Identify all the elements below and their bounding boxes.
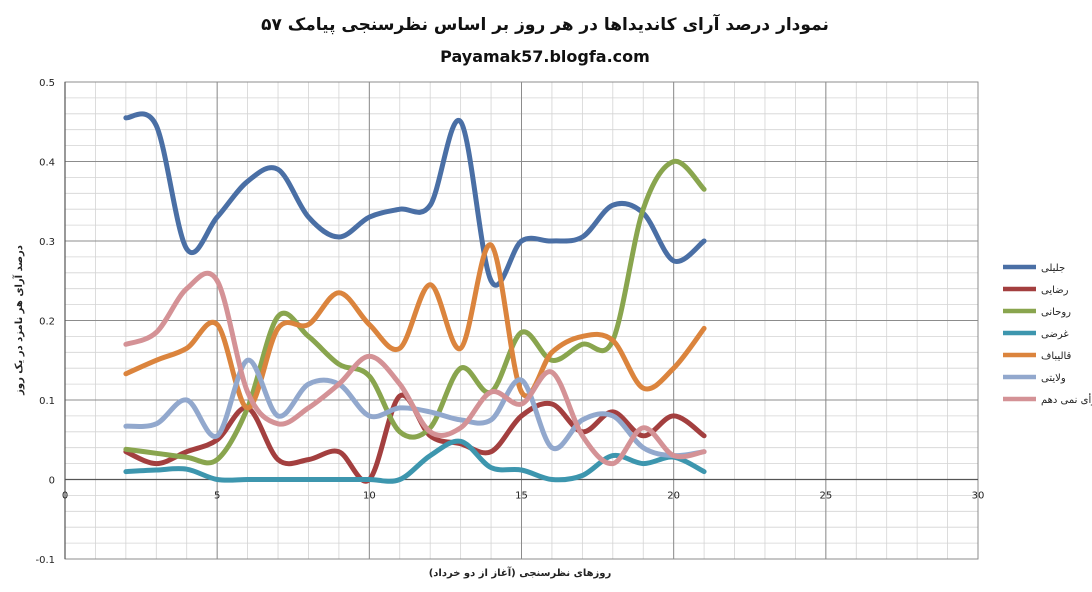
x-axis-title: روزهای نظرسنجی (آغاز از دو خرداد)	[429, 566, 612, 579]
x-tick-label: 0	[62, 491, 68, 502]
legend-label: ولایتی	[1041, 373, 1066, 384]
legend-label: جلیلی	[1041, 263, 1065, 274]
chart-subtitle: Payamak57.blogfa.com	[440, 47, 650, 66]
legend-label: روحانی	[1041, 307, 1071, 318]
y-tick-label: 0.5	[39, 78, 55, 89]
x-tick-label: 25	[819, 491, 832, 502]
legend-label: غرضی	[1041, 329, 1069, 340]
series-line-5	[123, 242, 707, 411]
x-tick-label: 20	[667, 491, 680, 502]
series-line-1	[123, 111, 707, 288]
y-tick-label: 0.1	[39, 396, 55, 407]
series-line-6	[123, 357, 707, 459]
x-tick-label: 5	[214, 491, 220, 502]
tick-labels: 0 5 10 15 20 25 30 -0.1 0 0.1 0.2 0.3 0.4 0.5	[35, 78, 984, 566]
legend-label: رضایی	[1041, 285, 1069, 296]
y-tick-label: 0	[49, 476, 55, 487]
y-tick-label: 0.3	[39, 237, 55, 248]
legend-label: رأی نمی دهم	[1041, 393, 1092, 406]
x-tick-label: 15	[515, 491, 528, 502]
x-tick-label: 10	[363, 491, 376, 502]
y-tick-label: -0.1	[35, 555, 55, 566]
x-tick-label: 30	[972, 491, 985, 502]
series-line-4	[123, 438, 707, 484]
y-axis-title: درصد آرای هر نامزد در یک روز	[12, 245, 25, 396]
legend: جلیلی رضایی روحانی غرضی قالیباف ولایتی رأی نمی…	[1003, 263, 1092, 406]
series-line-7	[123, 270, 707, 467]
series-lines	[123, 111, 707, 484]
y-tick-label: 0.2	[39, 317, 55, 328]
grid	[64, 81, 979, 560]
chart-title: نمودار درصد آرای کاندیداها در هر روز بر …	[261, 13, 829, 35]
legend-label: قالیباف	[1041, 351, 1072, 362]
y-tick-label: 0.4	[39, 158, 55, 169]
